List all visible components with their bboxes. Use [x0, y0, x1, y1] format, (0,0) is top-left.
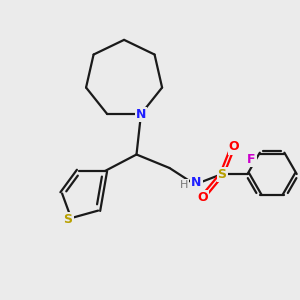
- Text: N: N: [191, 176, 202, 190]
- Text: S: S: [218, 167, 226, 181]
- Text: N: N: [136, 107, 146, 121]
- Text: F: F: [247, 153, 256, 166]
- Text: S: S: [64, 213, 73, 226]
- Text: O: O: [197, 191, 208, 204]
- Text: O: O: [229, 140, 239, 154]
- Text: H: H: [179, 179, 188, 190]
